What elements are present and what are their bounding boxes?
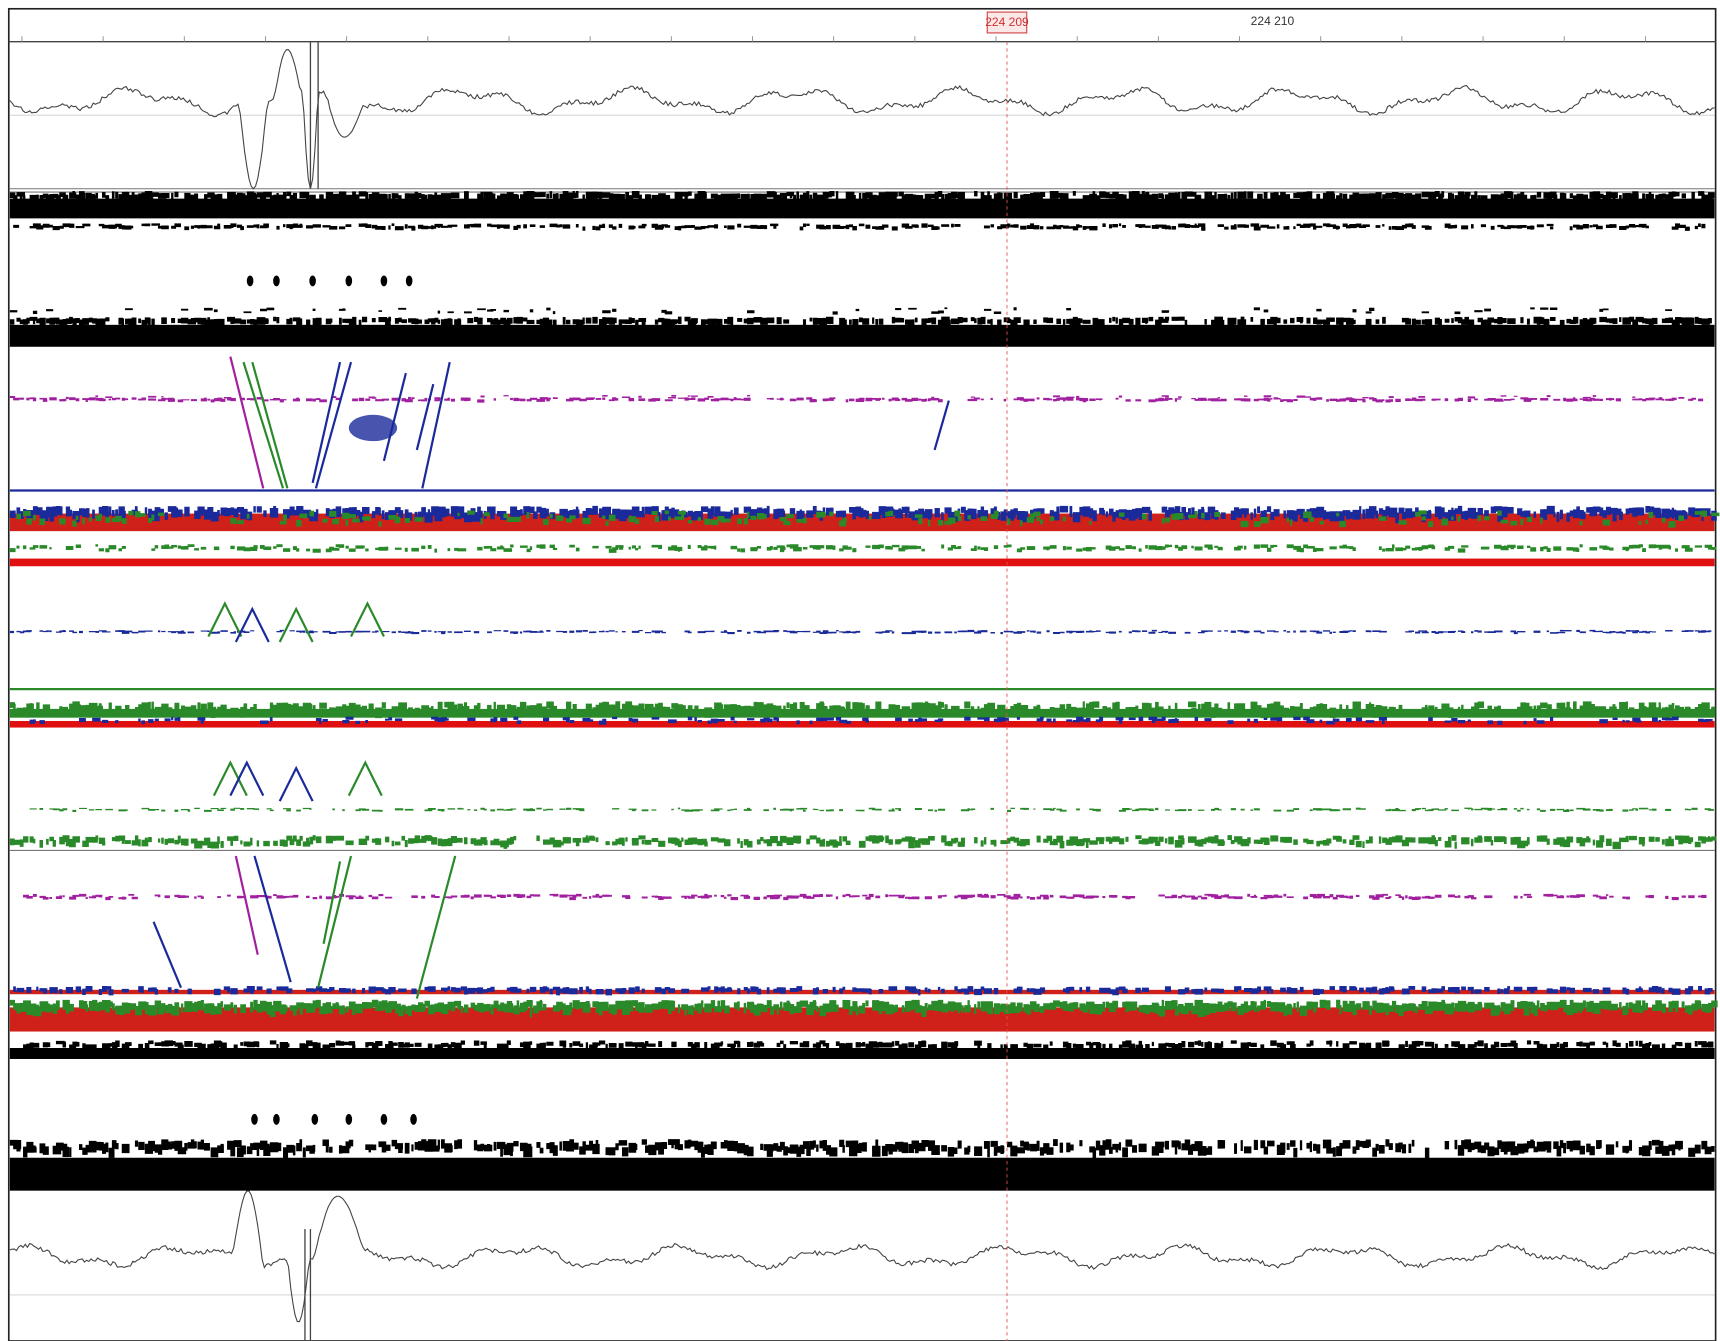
zigzag — [278, 606, 314, 643]
event-dot — [251, 1113, 258, 1125]
streak — [251, 361, 289, 489]
cursor-label-box — [986, 11, 1028, 34]
bottom-waveform — [9, 1190, 1715, 1323]
streak — [933, 400, 950, 451]
density-noise — [9, 307, 1673, 315]
ruler-tick-label: 224 210 — [1251, 14, 1295, 28]
density-noise — [9, 190, 1715, 204]
zigzag — [234, 606, 270, 643]
event-dot — [246, 275, 254, 287]
streak — [242, 361, 285, 489]
density-noise — [9, 1139, 1715, 1159]
streak — [322, 861, 342, 944]
dotted-trace — [23, 893, 1707, 901]
density-noise — [13, 223, 1706, 231]
density-noise — [9, 316, 1712, 328]
event-dot — [273, 1113, 280, 1125]
color-band — [9, 720, 1715, 728]
event-dot — [345, 1113, 353, 1125]
zigzag — [278, 765, 314, 802]
event-dot — [410, 1113, 417, 1125]
color-band — [9, 708, 1715, 718]
color-noise — [9, 701, 1716, 719]
density-band — [9, 1047, 1715, 1059]
color-noise — [29, 716, 1713, 725]
streak — [421, 361, 451, 489]
color-noise — [9, 505, 1717, 524]
streak — [152, 921, 183, 989]
streak-blob — [348, 414, 398, 442]
zigzag — [207, 601, 243, 637]
streak — [253, 855, 292, 983]
cursor-label: 224 209 — [985, 15, 1029, 29]
streak — [311, 361, 342, 484]
color-noise — [9, 544, 1717, 553]
density-band — [9, 198, 1715, 219]
tracks — [9, 36, 1720, 1341]
streak — [415, 383, 435, 451]
streak — [382, 372, 407, 462]
streak — [234, 855, 259, 955]
color-noise — [9, 999, 1718, 1018]
zigzag — [347, 760, 383, 797]
dotted-trace — [13, 397, 1704, 403]
streak — [229, 356, 265, 489]
color-noise — [13, 985, 1713, 996]
color-noise — [16, 510, 1720, 528]
dotted-trace — [9, 629, 1712, 635]
top-waveform — [9, 49, 1715, 190]
dotted-trace — [29, 807, 1714, 813]
color-band — [9, 558, 1715, 567]
streak — [317, 855, 353, 988]
viewer-frame — [7, 7, 1717, 1341]
event-dot — [405, 275, 413, 287]
event-dot — [309, 275, 316, 287]
event-dot — [380, 275, 388, 287]
streak — [415, 855, 457, 999]
density-noise — [23, 1040, 1714, 1051]
density-band — [9, 1157, 1715, 1191]
event-dot — [311, 1113, 319, 1125]
density-band — [9, 324, 1715, 347]
ruler-ticks — [21, 36, 1646, 42]
zigzag — [212, 760, 248, 797]
event-dot — [345, 275, 353, 287]
event-dot — [273, 275, 280, 287]
zigzag — [350, 601, 385, 637]
zigzag — [229, 760, 265, 797]
streak — [314, 361, 353, 489]
event-dot — [380, 1113, 388, 1125]
color-noise — [9, 835, 1717, 850]
